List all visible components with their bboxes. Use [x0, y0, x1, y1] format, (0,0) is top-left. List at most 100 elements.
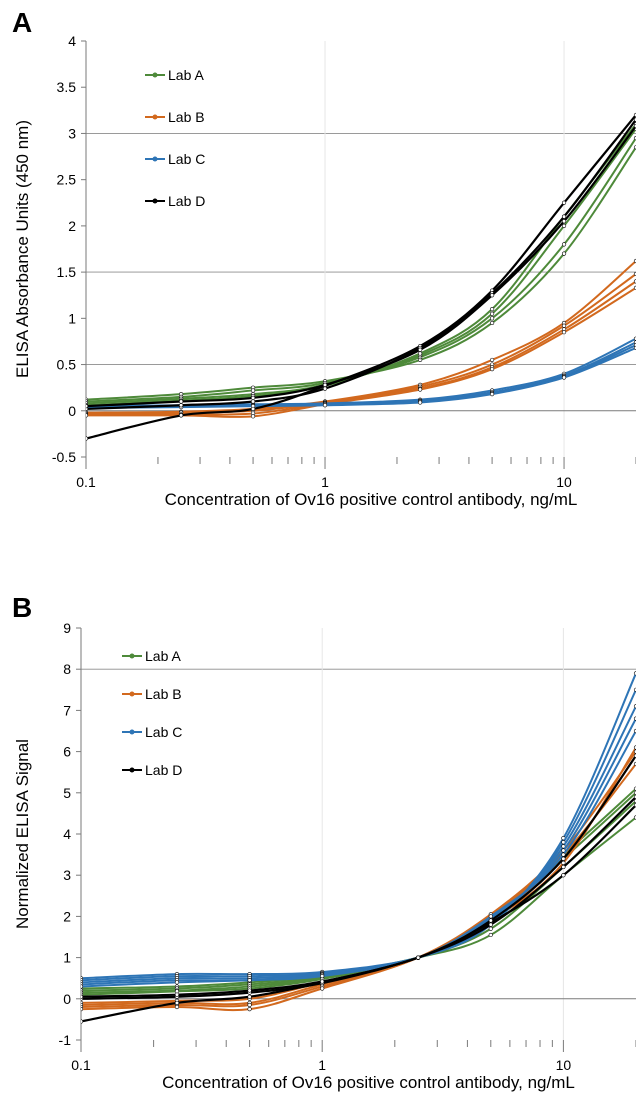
- series-line: [86, 137, 636, 403]
- series-line: [86, 146, 636, 401]
- series-line: [86, 260, 636, 414]
- data-point: [250, 395, 256, 400]
- data-point: [488, 922, 493, 927]
- panel-letter: A: [12, 7, 32, 38]
- data-point: [179, 399, 184, 404]
- data-point: [179, 413, 184, 418]
- y-tick-label: 2.5: [57, 172, 77, 188]
- x-tick-label: 0.1: [76, 474, 96, 490]
- data-point: [174, 1000, 180, 1006]
- data-point: [561, 242, 567, 247]
- data-point: [561, 375, 567, 380]
- data-point: [489, 392, 495, 397]
- legend-label: Lab B: [168, 109, 205, 125]
- series-line: [81, 787, 636, 996]
- data-point: [561, 848, 566, 853]
- data-point: [488, 918, 493, 923]
- legend-marker: [152, 72, 158, 78]
- data-point: [561, 852, 566, 857]
- data-point: [320, 979, 325, 984]
- data-point: [250, 414, 256, 419]
- y-axis-title: ELISA Absorbance Units (450 nm): [13, 120, 32, 378]
- legend-label: Lab D: [145, 762, 182, 778]
- data-point: [86, 413, 89, 418]
- data-point: [247, 988, 252, 993]
- data-point: [489, 320, 495, 326]
- series-line: [81, 816, 636, 990]
- data-point: [250, 406, 256, 412]
- data-point: [561, 856, 566, 861]
- data-point: [489, 311, 495, 316]
- y-tick-label: 7: [63, 702, 71, 718]
- x-axis-title: Concentration of Ov16 positive control a…: [162, 1073, 575, 1092]
- data-point: [561, 323, 567, 328]
- y-tick-label: 1: [68, 310, 76, 326]
- y-tick-label: 8: [63, 661, 71, 677]
- data-point: [418, 400, 423, 405]
- series-line: [81, 672, 636, 980]
- legend-label: Lab C: [145, 724, 182, 740]
- plot-area: [81, 671, 636, 1024]
- legend-marker: [129, 729, 135, 735]
- data-point: [247, 1002, 252, 1008]
- data-point: [561, 200, 567, 205]
- data-point: [179, 403, 184, 408]
- y-axis-title: Normalized ELISA Signal: [13, 739, 32, 929]
- legend-label: Lab A: [168, 67, 204, 83]
- legend-marker: [129, 767, 135, 773]
- data-point: [418, 347, 423, 352]
- data-point: [81, 994, 84, 999]
- data-point: [320, 986, 325, 991]
- x-tick-label: 10: [556, 1057, 572, 1073]
- legend-marker: [129, 653, 135, 659]
- y-tick-label: 3.5: [57, 79, 77, 95]
- data-point: [86, 404, 89, 409]
- data-point: [86, 436, 89, 441]
- y-tick-label: 4: [63, 826, 71, 842]
- y-tick-label: 5: [63, 785, 71, 801]
- data-point: [489, 316, 495, 321]
- x-axis-title: Concentration of Ov16 positive control a…: [165, 490, 578, 509]
- y-tick-label: 0.5: [57, 357, 77, 373]
- series-line: [81, 705, 636, 984]
- x-tick-label: 1: [321, 474, 329, 490]
- legend-marker: [129, 691, 135, 697]
- data-point: [320, 974, 325, 979]
- legend-label: Lab C: [168, 151, 205, 167]
- data-point: [247, 1006, 252, 1012]
- series-line: [86, 273, 636, 415]
- data-point: [561, 330, 567, 335]
- data-point: [250, 399, 256, 404]
- legend-label: Lab B: [145, 686, 182, 702]
- x-tick-label: 0.1: [71, 1057, 91, 1073]
- legend-label: Lab D: [168, 193, 205, 209]
- data-point: [488, 926, 493, 931]
- legend-marker: [152, 198, 158, 204]
- legend-marker: [152, 114, 158, 120]
- data-point: [322, 382, 328, 387]
- x-tick-label: 10: [556, 474, 572, 490]
- y-tick-label: 0: [68, 403, 76, 419]
- series-line: [81, 800, 636, 992]
- data-point: [174, 980, 180, 985]
- y-tick-label: 9: [63, 620, 71, 636]
- y-tick-label: 6: [63, 744, 71, 760]
- x-tick-label: 1: [318, 1057, 326, 1073]
- data-point: [561, 860, 566, 865]
- y-tick-label: 3: [68, 125, 76, 141]
- data-point: [81, 1007, 84, 1012]
- data-point: [418, 351, 423, 356]
- data-point: [322, 403, 328, 408]
- y-tick-label: 3: [63, 867, 71, 883]
- data-point: [561, 873, 566, 878]
- data-point: [81, 1019, 84, 1024]
- y-tick-label: 2: [63, 908, 71, 924]
- data-point: [561, 251, 567, 256]
- data-point: [489, 357, 495, 363]
- y-tick-label: 4: [68, 33, 76, 49]
- data-point: [81, 984, 84, 989]
- data-point: [247, 978, 252, 983]
- y-tick-label: 1.5: [57, 264, 77, 280]
- data-point: [250, 388, 256, 393]
- data-point: [174, 1004, 180, 1010]
